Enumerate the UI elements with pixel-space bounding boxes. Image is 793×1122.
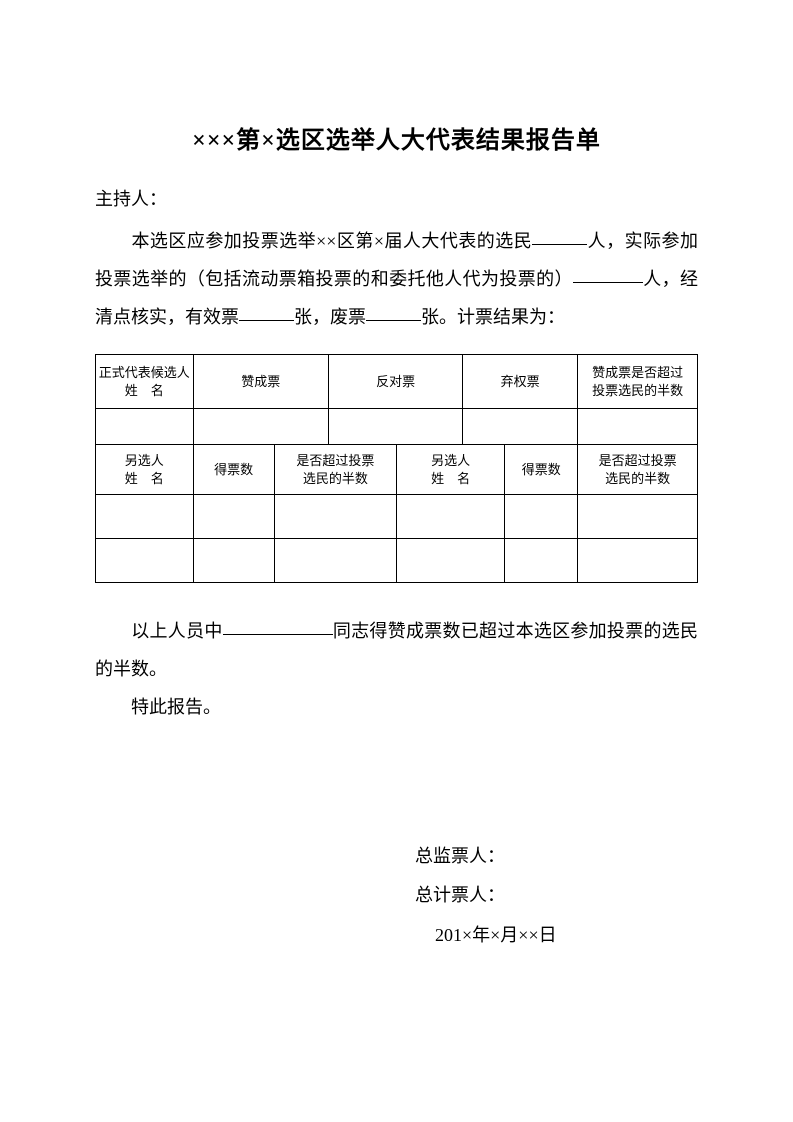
hdr-votes-1: 得票数 <box>193 445 274 495</box>
hdr-other-name-2: 另选人 姓 名 <box>396 445 504 495</box>
cell-approve <box>193 409 328 445</box>
hdr-other-majority-1: 是否超过投票 选民的半数 <box>274 445 396 495</box>
cell-other-majority-2 <box>578 495 698 539</box>
hdr-other-name-1-l2: 姓 名 <box>125 471 164 486</box>
blank-valid-votes <box>239 303 294 321</box>
cell-abstain <box>463 409 578 445</box>
table-data-row-3 <box>96 539 698 583</box>
blank-elected-name <box>223 617 333 635</box>
p1-seg1: 本选区应参加投票选举××区第×届人大代表的选民 <box>131 231 532 251</box>
hdr-votes-2: 得票数 <box>505 445 578 495</box>
p1-seg5: 张。计票结果为： <box>421 307 565 327</box>
hdr-abstain: 弃权票 <box>463 355 578 409</box>
counter-label: 总计票人： <box>415 876 698 916</box>
hdr-approve: 赞成票 <box>193 355 328 409</box>
hdr-majority-l2: 投票选民的半数 <box>592 383 683 398</box>
cell-other-majority-2b <box>578 539 698 583</box>
hdr-other-name-2-l1: 另选人 <box>431 453 470 468</box>
cell-other-majority-1b <box>274 539 396 583</box>
p1-seg4: 张，废票 <box>294 307 366 327</box>
p3-text: 特此报告。 <box>131 697 221 717</box>
table-data-row-2 <box>96 495 698 539</box>
cell-other-majority-1 <box>274 495 396 539</box>
hdr-other-majority-2-l2: 选民的半数 <box>605 471 670 486</box>
cell-other-name-2b <box>396 539 504 583</box>
cell-majority <box>578 409 698 445</box>
hdr-other-majority-1-l2: 选民的半数 <box>303 471 368 486</box>
hdr-other-name-2-l2: 姓 名 <box>431 471 470 486</box>
host-label: 主持人： <box>95 185 698 211</box>
cell-candidate-name <box>96 409 194 445</box>
results-table-wrap: 正式代表候选人 姓 名 赞成票 反对票 弃权票 赞成票是否超过 投票选民的半数 … <box>95 354 698 583</box>
hdr-candidate-name-l1: 正式代表候选人 <box>99 365 190 380</box>
footer-block: 总监票人： 总计票人： 201×年×月××日 <box>95 837 698 956</box>
hdr-other-name-1: 另选人 姓 名 <box>96 445 194 495</box>
cell-votes-1 <box>193 495 274 539</box>
cell-votes-2 <box>505 495 578 539</box>
p2-seg1: 以上人员中 <box>131 621 223 641</box>
paragraph-1: 本选区应参加投票选举××区第×届人大代表的选民人，实际参加投票选举的（包括流动票… <box>95 223 698 336</box>
cell-votes-1b <box>193 539 274 583</box>
hdr-other-majority-1-l1: 是否超过投票 <box>296 453 374 468</box>
table-data-row-1 <box>96 409 698 445</box>
cell-other-name-2 <box>396 495 504 539</box>
hdr-majority-l1: 赞成票是否超过 <box>592 365 683 380</box>
table-header-row-1: 正式代表候选人 姓 名 赞成票 反对票 弃权票 赞成票是否超过 投票选民的半数 <box>96 355 698 409</box>
cell-votes-2b <box>505 539 578 583</box>
cell-other-name-1b <box>96 539 194 583</box>
document-title: ×××第×选区选举人大代表结果报告单 <box>95 120 698 155</box>
paragraph-3: 特此报告。 <box>95 689 698 727</box>
table-header-row-2: 另选人 姓 名 得票数 是否超过投票 选民的半数 另选人 姓 名 得票数 是否超… <box>96 445 698 495</box>
results-table: 正式代表候选人 姓 名 赞成票 反对票 弃权票 赞成票是否超过 投票选民的半数 … <box>95 354 698 583</box>
paragraph-2: 以上人员中同志得赞成票数已超过本选区参加投票的选民的半数。 <box>95 613 698 689</box>
hdr-oppose: 反对票 <box>328 355 462 409</box>
hdr-candidate-name: 正式代表候选人 姓 名 <box>96 355 194 409</box>
cell-oppose <box>328 409 462 445</box>
cell-other-name-1 <box>96 495 194 539</box>
blank-voters-expected <box>532 227 587 245</box>
supervisor-label: 总监票人： <box>415 837 698 877</box>
hdr-other-name-1-l1: 另选人 <box>125 453 164 468</box>
hdr-other-majority-2-l1: 是否超过投票 <box>599 453 677 468</box>
blank-voters-actual <box>573 265 643 283</box>
hdr-candidate-name-l2: 姓 名 <box>125 383 164 398</box>
hdr-other-majority-2: 是否超过投票 选民的半数 <box>578 445 698 495</box>
hdr-majority: 赞成票是否超过 投票选民的半数 <box>578 355 698 409</box>
blank-invalid-votes <box>366 303 421 321</box>
date-line: 201×年×月××日 <box>415 916 698 956</box>
